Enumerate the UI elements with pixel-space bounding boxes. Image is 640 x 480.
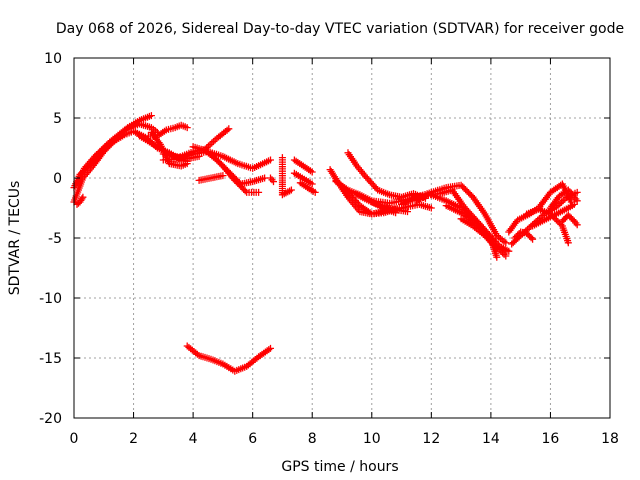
x-axis-label: GPS time / hours	[281, 459, 398, 475]
marker-plus-group	[344, 149, 429, 202]
series-arc-s	[344, 149, 429, 202]
series-arc-zf	[546, 186, 581, 212]
x-tick-label: 4	[189, 431, 198, 447]
series-arc-zh	[511, 228, 537, 243]
x-tick-label: 2	[129, 431, 138, 447]
marker-plus-group	[511, 228, 537, 243]
y-tick-label: -15	[39, 351, 62, 367]
x-tick-label: 8	[308, 431, 317, 447]
x-tick-label: 12	[422, 431, 440, 447]
marker-plus-group	[195, 172, 227, 184]
series-arc-m	[267, 174, 277, 186]
marker-plus-group	[290, 156, 316, 176]
y-tick-label: -20	[39, 411, 62, 427]
marker-plus-group	[529, 200, 578, 230]
y-tick-label: 0	[53, 171, 62, 187]
series-arc-zg	[558, 211, 581, 229]
y-tick-label: 10	[44, 51, 62, 67]
marker-plus-group	[207, 150, 263, 196]
y-tick-label: -10	[39, 291, 62, 307]
y-axis-ticks: 10 5 0 -5 -10 -15 -20	[39, 51, 610, 427]
chart-title: Day 068 of 2026, Sidereal Day-to-day VTE…	[56, 21, 624, 37]
y-tick-label: 5	[53, 111, 62, 127]
series-arc-v	[368, 198, 400, 217]
series-arc-ze	[529, 200, 578, 230]
marker-plus-group	[278, 154, 295, 199]
x-tick-label: 16	[542, 431, 560, 447]
series-arc-za	[457, 215, 501, 253]
series-arc-low	[183, 342, 274, 375]
marker-plus-group	[558, 211, 581, 229]
series-arc-n	[290, 156, 316, 176]
marker-plus-group	[296, 179, 319, 196]
series-arc-c	[73, 120, 161, 188]
x-tick-label: 14	[482, 431, 500, 447]
marker-plus-group	[457, 215, 501, 253]
marker-plus-group	[368, 198, 400, 217]
marker-plus-group	[398, 181, 510, 247]
marker-plus-group	[73, 120, 161, 188]
series-arc-o	[290, 169, 316, 188]
series-arc-d	[147, 128, 191, 170]
marker-plus-group	[290, 169, 316, 188]
series-arc-p	[296, 179, 319, 196]
data-markers	[70, 112, 581, 375]
series-isolated	[278, 154, 295, 199]
marker-plus-group	[147, 128, 191, 170]
x-tick-label: 0	[70, 431, 79, 447]
x-tick-label: 18	[601, 431, 619, 447]
marker-plus-group	[546, 186, 581, 212]
marker-plus-group	[183, 342, 274, 375]
marker-plus-group	[73, 193, 87, 208]
y-axis-label: SDTVAR / TECUs	[7, 181, 23, 296]
series-arc-k	[207, 150, 263, 196]
marker-plus-group	[144, 121, 191, 140]
x-tick-label: 10	[363, 431, 381, 447]
x-axis-ticks: 0 2 4 6 8 10 12 14 16 18	[70, 58, 619, 447]
marker-plus-group	[267, 174, 277, 186]
series-arc-f	[73, 193, 87, 208]
x-tick-label: 6	[248, 431, 257, 447]
series-arc-g	[144, 121, 191, 140]
y-tick-label: -5	[48, 231, 62, 247]
series-arc-w	[398, 181, 510, 247]
series-arc-l	[195, 172, 227, 184]
